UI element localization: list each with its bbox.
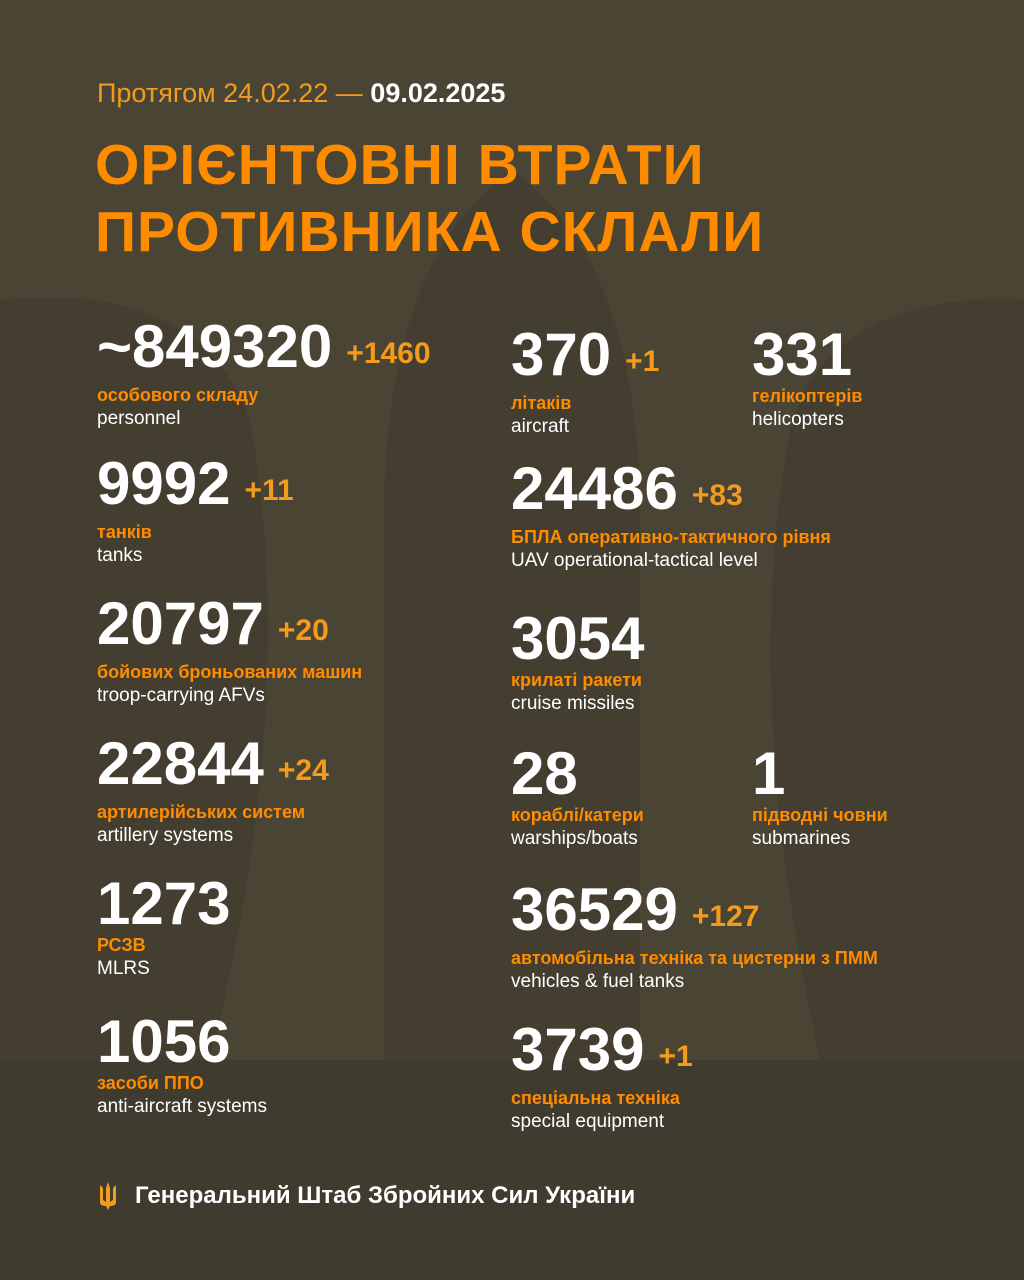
stat-label-en: cruise missiles bbox=[511, 693, 635, 714]
stat-label-en: artillery systems bbox=[97, 825, 234, 846]
stat-item: 20797 +20 бойових броньованих машин troop-c… bbox=[97, 594, 362, 707]
stat-item: 3739 +1 спеціальна техніка special equipmen… bbox=[511, 1020, 693, 1133]
stat-value: 3054 bbox=[511, 605, 645, 672]
stat-label-en: tanks bbox=[97, 545, 143, 566]
stat-value: 20797 bbox=[97, 590, 264, 657]
stat-label-ua: підводні човни bbox=[752, 805, 888, 825]
stat-item: 22844 +24 артилерійських систем artillery s… bbox=[97, 734, 329, 847]
stat-label-ua: кораблі/катери bbox=[511, 805, 644, 825]
stat-item: 331 гелікоптерів helicopters bbox=[752, 325, 862, 431]
stat-item: 3054 крилаті ракети cruise missiles bbox=[511, 609, 644, 715]
stat-value: 36529 bbox=[511, 876, 678, 943]
trident-icon bbox=[100, 1182, 116, 1210]
stat-label-ua: РСЗВ bbox=[97, 935, 146, 955]
stat-label-ua: бойових броньованих машин bbox=[97, 662, 363, 682]
stat-item: ~849320 +1460 особового складу personnel bbox=[97, 317, 431, 430]
period-subtitle: Протягом 24.02.22 — 09.02.2025 bbox=[97, 78, 506, 108]
stat-value: 9992 bbox=[97, 450, 231, 517]
stat-delta: +20 bbox=[277, 614, 329, 647]
stat-label-en: special equipment bbox=[511, 1111, 665, 1132]
stat-value: 3739 bbox=[511, 1016, 645, 1083]
stat-value: 1 bbox=[752, 740, 786, 807]
stat-label-ua: артилерійських систем bbox=[97, 802, 306, 822]
stat-value: 28 bbox=[511, 740, 578, 807]
stat-item: 370 +1 літаків aircraft bbox=[511, 325, 659, 438]
stat-label-ua: особового складу bbox=[97, 385, 259, 405]
stat-label-en: UAV operational-tactical level bbox=[511, 550, 758, 571]
stat-item: 36529 +127 автомобільна техніка та цистерн… bbox=[511, 880, 878, 993]
stat-delta: +83 bbox=[691, 479, 743, 512]
stat-label-en: anti-aircraft systems bbox=[97, 1096, 267, 1117]
stat-label-ua: засоби ППО bbox=[97, 1073, 204, 1093]
stat-item: 1056 засоби ППО anti-aircraft systems bbox=[97, 1012, 267, 1118]
stat-label-ua: літаків bbox=[511, 393, 572, 413]
stat-delta: +1 bbox=[625, 345, 660, 378]
stat-label-ua: гелікоптерів bbox=[752, 386, 863, 406]
stat-item: 24486 +83 БПЛА оперативно-тактичного рівня… bbox=[511, 459, 831, 572]
stat-item: 1 підводні човни submarines bbox=[752, 744, 888, 850]
stat-value: 22844 bbox=[97, 730, 264, 797]
stat-label-en: MLRS bbox=[97, 958, 150, 979]
stat-label-en: personnel bbox=[97, 408, 181, 429]
stat-delta: +1460 bbox=[346, 337, 431, 370]
stat-item: 9992 +11 танків tanks bbox=[97, 454, 294, 567]
stat-delta: +11 bbox=[244, 474, 294, 507]
stat-label-en: vehicles & fuel tanks bbox=[511, 971, 685, 992]
stat-label-en: warships/boats bbox=[511, 828, 638, 849]
stat-label-ua: спеціальна техніка bbox=[511, 1088, 680, 1108]
organization-name: Генеральний Штаб Збройних Сил України bbox=[135, 1182, 636, 1209]
stat-delta: +1 bbox=[658, 1040, 693, 1073]
stat-value: 331 bbox=[752, 321, 853, 388]
stat-value: 370 bbox=[511, 321, 612, 388]
stat-label-ua: танків bbox=[97, 522, 152, 542]
footer: Генеральний Штаб Збройних Сил України bbox=[97, 1182, 635, 1210]
stat-label-en: aircraft bbox=[511, 416, 570, 437]
period-end-date: 09.02.2025 bbox=[370, 78, 506, 108]
stat-value: 1056 bbox=[97, 1008, 231, 1075]
stat-value: 24486 bbox=[511, 455, 678, 522]
stat-label-ua: БПЛА оперативно-тактичного рівня bbox=[511, 527, 831, 547]
stat-delta: +127 bbox=[691, 900, 760, 933]
stat-label-en: helicopters bbox=[752, 409, 844, 430]
stat-label-en: troop-carrying AFVs bbox=[97, 685, 265, 706]
stat-label-en: submarines bbox=[752, 828, 851, 849]
stat-item: 1273 РСЗВ MLRS bbox=[97, 874, 230, 980]
stat-label-ua: автомобільна техніка та цистерни з ПММ bbox=[511, 948, 878, 968]
stat-value: 1273 bbox=[97, 870, 231, 937]
page-title: ОРІЄНТОВНІ ВТРАТИ ПРОТИВНИКА СКЛАЛИ bbox=[95, 133, 765, 264]
stat-label-ua: крилаті ракети bbox=[511, 670, 643, 690]
stat-item: 28 кораблі/катери warships/boats bbox=[511, 744, 644, 850]
stat-delta: +24 bbox=[277, 754, 329, 787]
stat-value: ~849320 bbox=[97, 313, 333, 380]
